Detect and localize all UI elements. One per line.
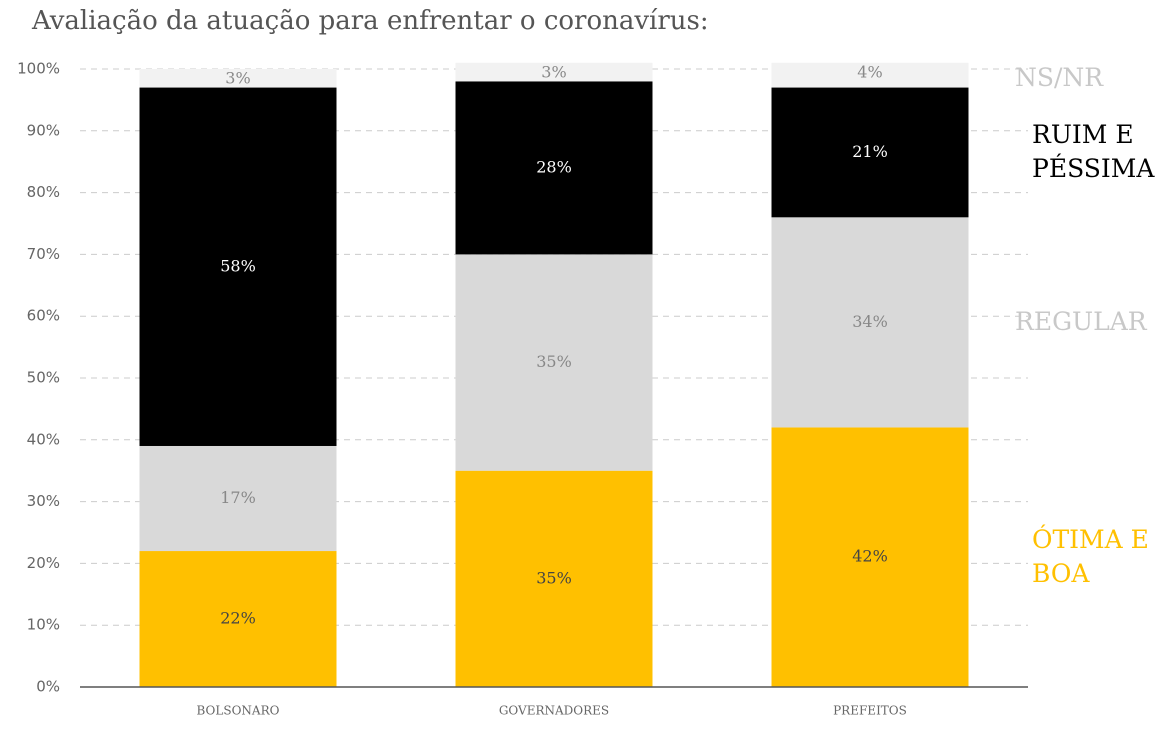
y-tick-label: 50% [27,369,60,387]
y-tick-label: 100% [17,60,60,78]
bar-segment [139,445,337,552]
value-label: 3% [225,69,250,88]
value-label: 34% [852,312,888,331]
y-tick-label: 30% [27,492,60,510]
y-tick-label: 80% [27,183,60,201]
value-label: 22% [220,609,256,628]
bar-segment [771,217,969,428]
y-tick-label: 40% [27,430,60,448]
x-tick-label: GOVERNADORES [499,704,609,718]
value-label: 58% [220,256,256,275]
value-label: 3% [541,62,566,81]
x-tick-label: BOLSONARO [197,704,280,718]
bar-segment [771,427,969,687]
legend-label: REGULAR [1015,307,1147,337]
bar-segment [771,62,969,88]
bar-segment [771,87,969,218]
bar-segment [139,551,337,687]
y-tick-label: 70% [27,245,60,263]
y-tick-label: 10% [27,616,60,634]
bar-segment [455,470,653,687]
y-tick-label: 90% [27,121,60,139]
bar-segment [455,81,653,255]
x-tick-label: PREFEITOS [833,704,907,718]
value-label: 4% [857,62,882,81]
value-label: 21% [852,142,888,161]
legend-label: RUIM E PÉSSIMA [1032,120,1155,184]
bar-segment [139,87,337,446]
value-label: 42% [852,547,888,566]
value-label: 35% [536,568,572,587]
y-tick-label: 20% [27,554,60,572]
chart-title: Avaliação da atuação para enfrentar o co… [31,6,709,36]
bar-segment [139,69,337,88]
value-label: 35% [536,352,572,371]
value-label: 17% [220,488,256,507]
value-label: 28% [536,157,572,176]
y-tick-label: 0% [36,678,60,696]
legend-label: NS/NR [1015,63,1104,92]
bar-segment [455,254,653,471]
y-tick-label: 60% [27,307,60,325]
legend-label: ÓTIMA E BOA [1032,525,1149,589]
bar-segment [455,62,653,82]
